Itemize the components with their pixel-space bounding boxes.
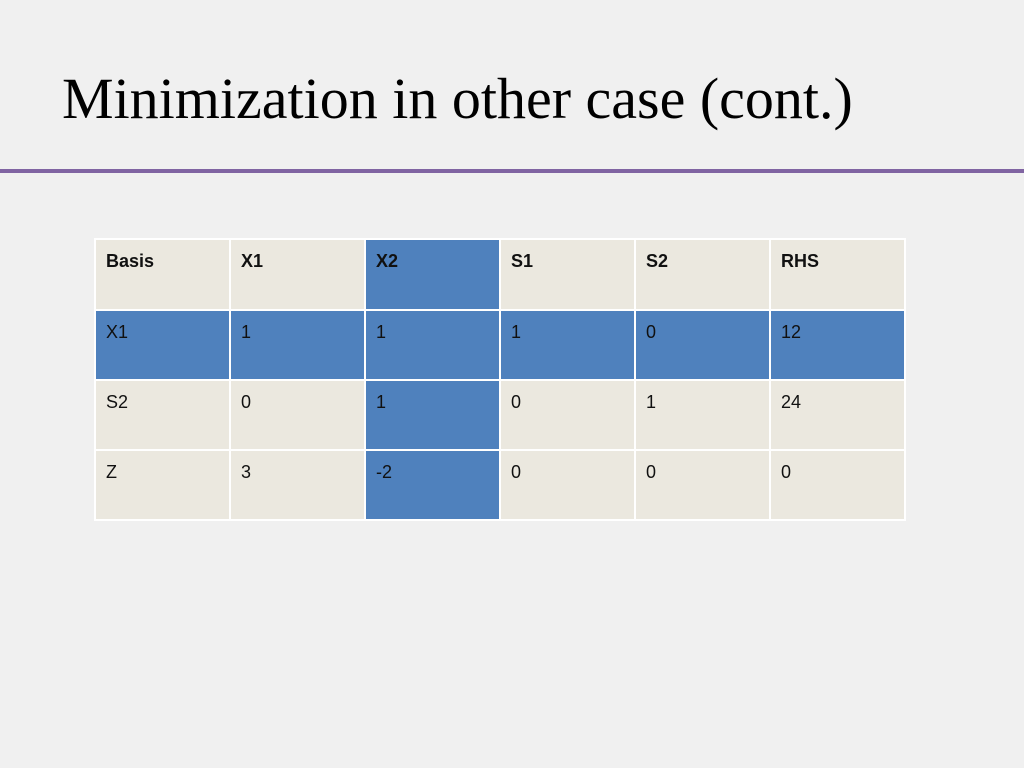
table-cell: 0 [634, 449, 771, 521]
table-row: Z 3 -2 0 0 0 [94, 449, 906, 521]
table-cell: -2 [364, 449, 501, 521]
table-cell: X1 [94, 309, 231, 381]
table-cell: 0 [229, 379, 366, 451]
table-cell: Z [94, 449, 231, 521]
table-cell: 1 [229, 309, 366, 381]
slide-title: Minimization in other case (cont.) [62, 66, 853, 131]
table-cell: S2 [94, 379, 231, 451]
table-cell: 1 [634, 379, 771, 451]
pivot-cell: 1 [364, 309, 501, 381]
table-cell: 0 [769, 449, 906, 521]
table-cell: 24 [769, 379, 906, 451]
header-cell-s1: S1 [499, 238, 636, 311]
table-cell: 3 [229, 449, 366, 521]
header-cell-s2: S2 [634, 238, 771, 311]
table-cell: 0 [499, 449, 636, 521]
table-row: X1 1 1 1 0 12 [94, 309, 906, 381]
table-cell: 0 [634, 309, 771, 381]
header-cell-x1: X1 [229, 238, 366, 311]
table-cell: 1 [364, 379, 501, 451]
simplex-tableau: Basis X1 X2 S1 S2 RHS X1 1 1 1 0 12 S2 0… [94, 238, 906, 521]
header-cell-rhs: RHS [769, 238, 906, 311]
title-divider [0, 169, 1024, 173]
header-cell-basis: Basis [94, 238, 231, 311]
table-cell: 1 [499, 309, 636, 381]
table-cell: 12 [769, 309, 906, 381]
table-row: S2 0 1 0 1 24 [94, 379, 906, 451]
header-cell-x2: X2 [364, 238, 501, 311]
table-header-row: Basis X1 X2 S1 S2 RHS [94, 238, 906, 311]
table-cell: 0 [499, 379, 636, 451]
